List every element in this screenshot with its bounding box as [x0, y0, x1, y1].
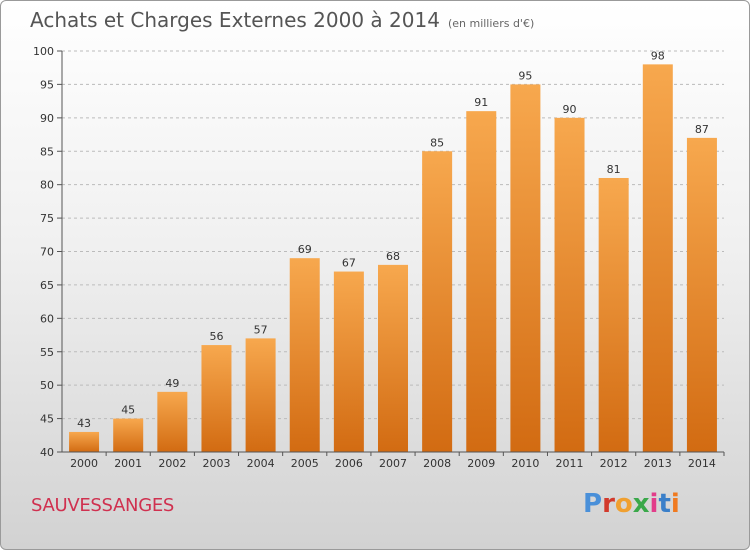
bar-2008 — [422, 151, 453, 452]
bar-2004 — [245, 338, 276, 452]
bars: 43 45 49 56 57 69 67 68 85 91 95 90 81 98 87 — [69, 49, 717, 453]
x-tick-label-2008: 2008 — [423, 457, 451, 470]
value-label-2007: 68 — [386, 250, 400, 263]
logo-letter: P — [583, 489, 603, 519]
y-tick-label: 70 — [40, 246, 54, 259]
bar-2014 — [686, 137, 717, 452]
logo-letter: x — [632, 489, 650, 519]
x-tick-label-2002: 2002 — [158, 457, 186, 470]
logo-letter: r — [602, 489, 615, 519]
y-tick-label: 75 — [40, 212, 54, 225]
logo-letter: i — [649, 489, 659, 519]
commune-name: SAUVESSANGES — [31, 495, 175, 516]
y-tick-label: 50 — [40, 379, 54, 392]
y-tick-label: 100 — [33, 45, 54, 58]
x-tick-label-2010: 2010 — [511, 457, 539, 470]
x-tick-label-2006: 2006 — [335, 457, 363, 470]
x-tick-label-2013: 2013 — [644, 457, 672, 470]
value-label-2009: 91 — [474, 96, 488, 109]
x-tick-label-2012: 2012 — [600, 457, 628, 470]
value-label-2012: 81 — [607, 163, 621, 176]
x-tick-label-2005: 2005 — [291, 457, 319, 470]
x-tick-label-2007: 2007 — [379, 457, 407, 470]
value-label-2014: 87 — [695, 123, 709, 136]
bar-2011 — [554, 117, 585, 452]
value-label-2003: 56 — [209, 330, 223, 343]
logo-letter: i — [670, 489, 680, 519]
bar-2003 — [201, 345, 232, 452]
value-label-2000: 43 — [77, 417, 91, 430]
x-tick-label-2000: 2000 — [70, 457, 98, 470]
x-tick-label-2003: 2003 — [202, 457, 230, 470]
bar-2010 — [510, 84, 541, 453]
axes: 40 45 50 55 60 65 70 75 80 85 90 95 100 2000 2001 2002 2… — [33, 45, 725, 470]
y-tick-label: 90 — [40, 112, 54, 125]
logo-letter: o — [614, 489, 633, 519]
x-tick-label-2014: 2014 — [688, 457, 716, 470]
bar-2002 — [157, 391, 188, 452]
bar-2005 — [289, 258, 320, 452]
bar-2006 — [333, 271, 364, 452]
chart-title: Achats et Charges Externes 2000 à 2014 (e… — [30, 8, 534, 32]
bar-2001 — [113, 418, 144, 452]
chart-unit: (en milliers d'€) — [447, 17, 535, 30]
value-label-2004: 57 — [254, 323, 268, 336]
value-label-2011: 90 — [563, 103, 577, 116]
value-label-2008: 85 — [430, 136, 444, 149]
x-tick-label-2009: 2009 — [467, 457, 495, 470]
value-label-2005: 69 — [298, 243, 312, 256]
y-tick-label: 45 — [40, 413, 54, 426]
value-label-2002: 49 — [165, 377, 179, 390]
y-tick-label: 55 — [40, 346, 54, 359]
y-tick-label: 40 — [40, 446, 54, 459]
bar-2007 — [378, 264, 408, 452]
proxiti-logo: Proxiti — [583, 489, 680, 519]
bar-2013 — [642, 64, 673, 452]
x-tick-label-2011: 2011 — [556, 457, 584, 470]
bar-2012 — [598, 177, 629, 452]
value-label-2013: 98 — [651, 49, 665, 62]
value-label-2006: 67 — [342, 257, 356, 270]
x-tick-label-2001: 2001 — [114, 457, 142, 470]
bar-2009 — [466, 111, 497, 453]
chart-title-text: Achats et Charges Externes 2000 à 2014 — [30, 8, 440, 32]
y-tick-label: 85 — [40, 145, 54, 158]
y-tick-label: 80 — [40, 179, 54, 192]
logo-letter: t — [658, 489, 671, 519]
y-tick-label: 65 — [40, 279, 54, 292]
x-tick-label-2004: 2004 — [247, 457, 275, 470]
value-label-2001: 45 — [121, 404, 135, 417]
y-tick-label: 60 — [40, 312, 54, 325]
value-label-2010: 95 — [518, 69, 532, 82]
bar-2000 — [69, 431, 100, 452]
y-tick-label: 95 — [40, 78, 54, 91]
